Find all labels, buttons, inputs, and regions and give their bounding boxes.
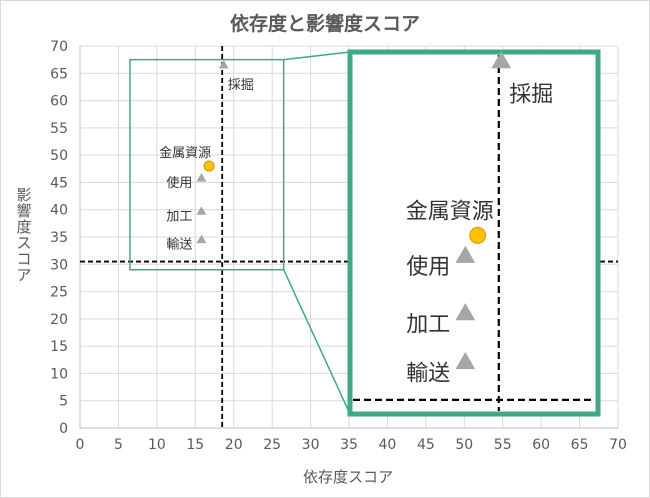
y-tick-label: 25 [50,285,68,301]
inset-label-加工: 加工 [406,312,450,337]
x-tick-label: 10 [148,437,166,453]
point-label-採掘: 採掘 [228,78,254,93]
marker-金属資源 [203,160,215,172]
y-tick-label: 50 [50,148,68,164]
inset-label-使用: 使用 [406,255,450,280]
y-tick-label: 0 [59,421,68,437]
x-tick-label: 0 [76,437,85,453]
x-tick-label: 15 [186,437,204,453]
marker-使用 [196,172,207,182]
y-tick-label: 65 [50,66,68,82]
marker-採掘 [218,59,229,69]
marker-加工 [455,303,476,321]
marker-採掘 [491,51,512,69]
y-tick-label: 70 [50,39,68,55]
marker-加工 [196,206,207,215]
x-tick-label: 45 [417,437,435,453]
x-tick-label: 40 [379,437,397,453]
x-tick-label: 20 [225,437,243,453]
inset-label-輸送: 輸送 [406,361,450,386]
chart-title: 依存度と影響度スコア [230,12,420,35]
x-tick-label: 55 [494,437,512,453]
x-axis-ticks: 0 5 10 15 20 25 30 35 40 45 50 55 60 65 70 [76,437,627,453]
y-tick-label: 15 [50,339,68,355]
x-tick-label: 60 [532,437,550,453]
y-tick-label: 10 [50,366,68,382]
marker-使用 [455,245,476,263]
zoom-source-box [129,58,285,271]
x-tick-label: 5 [114,437,123,453]
x-tick-label: 25 [263,437,281,453]
y-tick-label: 55 [50,121,68,137]
marker-輸送 [196,234,207,244]
x-axis-label: 依存度スコア [303,468,393,486]
marker-金属資源 [469,226,487,244]
x-tick-label: 70 [609,437,627,453]
y-tick-label: 40 [50,203,68,219]
connector-top [283,51,351,61]
inset-label-採掘: 採掘 [509,82,553,107]
point-label-加工: 加工 [166,209,192,224]
y-tick-label: 60 [50,94,68,110]
inset-label-金属資源: 金属資源 [406,199,494,224]
y-tick-label: 20 [50,312,68,328]
zoom-connectors [282,51,351,415]
point-label-輸送: 輸送 [166,238,192,253]
y-axis-label: 影響度スコア [16,186,31,284]
connector-bottom [282,269,351,415]
y-axis-ticks: 0 5 10 15 20 25 30 35 40 45 50 55 60 65 70 [50,39,68,437]
x-tick-label: 35 [340,437,358,453]
y-tick-label: 45 [50,175,68,191]
y-tick-label: 35 [50,230,68,246]
x-tick-label: 65 [571,437,589,453]
marker-輸送 [455,352,476,370]
x-tick-label: 30 [302,437,320,453]
y-tick-label: 5 [59,394,68,410]
point-label-使用: 使用 [166,175,192,191]
x-tick-label: 50 [455,437,473,453]
point-label-金属資源: 金属資源 [159,145,211,161]
y-tick-label: 30 [50,257,68,273]
zoom-source-rect [129,58,285,271]
